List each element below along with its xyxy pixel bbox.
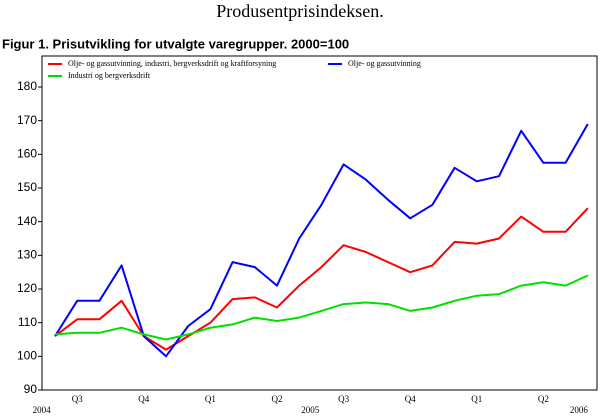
x-tick-label: Q3 xyxy=(338,394,349,404)
series-line xyxy=(54,274,589,341)
year-label: 2006 xyxy=(570,405,589,415)
year-label: 2004 xyxy=(33,405,52,415)
x-tick-label: Q1 xyxy=(471,394,482,404)
year-label: 2005 xyxy=(301,405,320,415)
y-tick-label: 140 xyxy=(17,214,37,228)
chart-title: Figur 1. Prisutvikling for utvalgte vare… xyxy=(2,36,349,51)
legend-label: Olje- og gassutvinning, industri, bergve… xyxy=(68,59,276,68)
page-title: Produsentprisindeksen. xyxy=(216,1,383,21)
x-tick-label: Q2 xyxy=(272,394,283,404)
y-tick-label: 130 xyxy=(17,248,37,262)
y-tick-label: 90 xyxy=(24,382,38,396)
y-tick-label: 150 xyxy=(17,180,37,194)
series-line xyxy=(54,207,589,351)
legend-label: Industri og bergverksdrift xyxy=(68,71,151,80)
x-tick-label: Q4 xyxy=(138,394,149,404)
y-tick-label: 180 xyxy=(17,79,37,93)
y-tick-label: 120 xyxy=(17,281,37,295)
y-tick-label: 160 xyxy=(17,147,37,161)
y-tick-label: 110 xyxy=(18,315,37,329)
x-tick-label: Q2 xyxy=(538,394,549,404)
x-tick-label: Q4 xyxy=(405,394,416,404)
legend-label: Olje- og gassutvinning xyxy=(348,59,421,68)
series-line xyxy=(54,123,589,358)
x-tick-label: Q1 xyxy=(205,394,216,404)
y-tick-label: 170 xyxy=(17,113,37,127)
y-tick-label: 100 xyxy=(17,349,37,363)
plot-frame xyxy=(41,55,598,391)
x-tick-label: Q3 xyxy=(72,394,83,404)
